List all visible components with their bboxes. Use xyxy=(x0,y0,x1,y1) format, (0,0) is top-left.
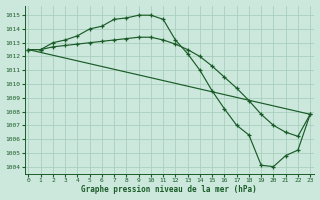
X-axis label: Graphe pression niveau de la mer (hPa): Graphe pression niveau de la mer (hPa) xyxy=(81,185,257,194)
